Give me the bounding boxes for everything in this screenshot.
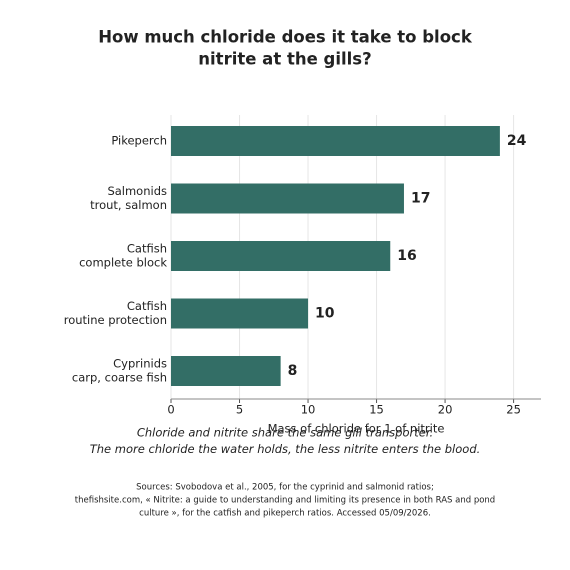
y-tick-label: carp, coarse fish: [72, 371, 167, 385]
value-label: 10: [315, 306, 335, 322]
source: Sources: Svobodova et al., 2005, for the…: [136, 483, 434, 493]
y-tick-label: Pikeperch: [111, 134, 167, 148]
x-axis-label: Mass of chloride for 1 of nitrite: [268, 422, 445, 436]
y-tick-label: Salmonids: [107, 184, 167, 198]
y-tick-label: trout, salmon: [90, 198, 167, 212]
x-tick-label: 0: [167, 403, 174, 417]
value-label: 8: [288, 363, 298, 379]
chart-title: nitrite at the gills?: [198, 50, 371, 69]
y-tick-label: Catfish: [127, 242, 167, 256]
x-tick-label: 10: [301, 403, 316, 417]
chart-title: How much chloride does it take to block: [98, 28, 473, 47]
annotation: Chloride and nitrite share the same gill…: [137, 426, 433, 440]
source: culture », for the catfish and pikeperch…: [139, 509, 431, 519]
source: thefishsite.com, « Nitrite: a guide to u…: [75, 496, 495, 506]
y-tick-label: complete block: [79, 256, 167, 270]
bar: [171, 298, 309, 329]
bar: [171, 356, 281, 386]
y-tick-label: Cyprinids: [113, 357, 167, 371]
value-label: 17: [411, 191, 430, 207]
x-tick-label: 5: [236, 403, 243, 417]
y-tick-label: Catfish: [127, 299, 167, 313]
x-tick-label: 20: [438, 403, 453, 417]
bar: [171, 183, 404, 214]
bar: [171, 241, 391, 271]
x-tick-label: 25: [506, 403, 521, 417]
value-label: 24: [507, 133, 527, 149]
x-tick-label: 15: [369, 403, 384, 417]
annotation: The more chloride the water holds, the l…: [90, 442, 481, 456]
value-label: 16: [397, 248, 416, 264]
y-tick-label: routine protection: [64, 313, 167, 327]
bar: [171, 126, 500, 156]
